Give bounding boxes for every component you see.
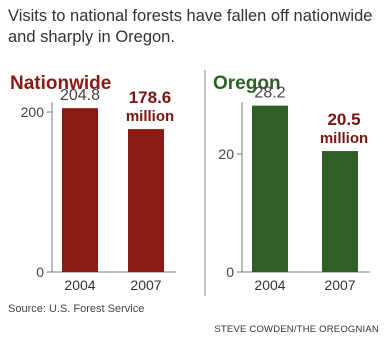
unit-label: million [320,130,368,147]
y-tick-label: 20 [218,146,234,162]
data-label: 204.8 [60,87,100,104]
x-tick-label: 2007 [130,277,161,293]
source-note: Source: U.S. Forest Service [8,303,145,315]
y-tick-label: 200 [21,104,45,120]
x-tick-label: 2007 [324,277,355,293]
photo-credit: STEVE COWDEN/THE OREOGNIAN [214,324,379,335]
bar [322,151,358,272]
data-label: 178.6 [129,88,172,107]
chart-title: Oregon [213,73,281,94]
bar [62,108,98,272]
data-label: 20.5 [327,110,360,129]
bar [128,129,164,272]
y-tick-label: 0 [226,264,234,280]
bar [252,105,288,272]
x-tick-label: 2004 [64,277,95,293]
x-tick-label: 2004 [254,277,285,293]
chart-title: Nationwide [10,73,111,94]
headline: Visits to national forests have fallen o… [8,7,373,46]
unit-label: million [126,108,174,125]
y-tick-label: 0 [36,264,44,280]
data-label: 28.2 [254,85,285,102]
